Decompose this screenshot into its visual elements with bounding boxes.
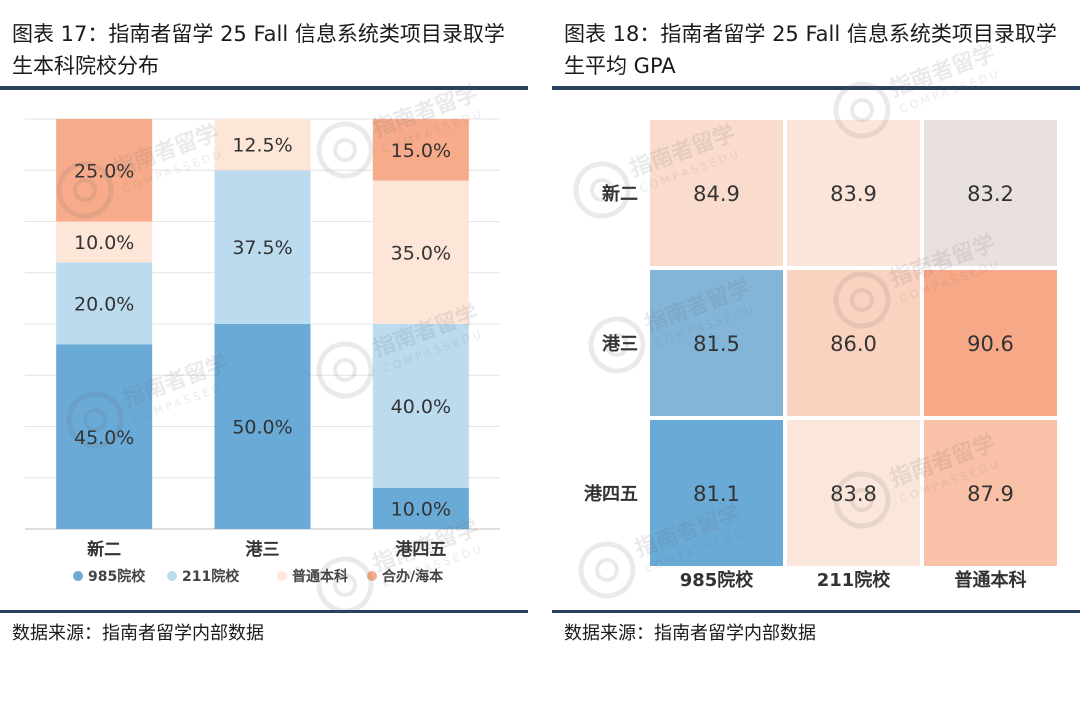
legend-label: 普通本科 [292,568,348,585]
x-tick-label: 港四五 [395,539,446,560]
cell-value: 81.5 [693,332,740,356]
heatmap-cell [650,270,783,416]
legend-label: 985院校 [88,568,146,585]
source-rule [0,610,528,613]
heatmap-cell [650,420,783,566]
bar-segment [372,119,469,181]
watermark-logo-icon [573,161,631,219]
watermark-logo-icon [316,556,374,614]
bar-segment [56,344,153,529]
heatmap-cell [787,120,920,266]
cell-value: 83.8 [830,482,877,506]
heatmap-chart: 新二 84.9 83.9 83.2 港三 81.5 86.0 90.6 港四五 81.1 83.8 8… [573,40,1057,599]
watermark-logo-inner [333,138,357,162]
data-label: 12.5% [232,135,292,157]
bar-segment [214,119,311,171]
cell-value: 83.9 [830,182,877,206]
legend-marker [73,571,83,581]
watermark-logo-icon [316,121,374,179]
cell-value: 86.0 [830,332,877,356]
heatmap-cell [787,420,920,566]
row-label: 港四五 [584,484,638,505]
cell-value: 81.1 [693,482,740,506]
watermark-logo-inner [590,178,614,202]
watermark-logo-inner [605,333,629,357]
watermark-logo-inner [850,488,874,512]
data-label: 45.0% [74,427,134,449]
heatmap-cell [650,120,783,266]
data-label: 25.0% [74,160,134,182]
data-label: 15.0% [391,140,451,162]
watermark-logo-inner [333,358,357,382]
watermark-logo-inner [73,178,97,202]
watermark-logo-inner [83,408,107,432]
bar-segment [56,221,153,263]
watermark-logo-icon [833,81,891,139]
x-tick-label: 港三 [246,539,280,560]
cell-value: 83.2 [967,182,1014,206]
cell-value: 90.6 [967,332,1014,356]
watermark-logo-icon [833,271,891,329]
data-label: 20.0% [74,294,134,316]
heatmap-cell [924,270,1057,416]
bar-segment [372,488,469,529]
watermark-logo-icon [316,341,374,399]
chart-18-title: 图表 18：指南者留学 25 Fall 信息系统类项目录取学生平均 GPA [564,22,1057,78]
title-rule [0,86,528,90]
watermark-logo-inner [850,98,874,122]
bar-segment [56,119,153,222]
row-label: 新二 [602,183,638,205]
x-tick-label: 新二 [87,539,121,560]
watermark-logo-inner [850,288,874,312]
chart-18-source: 数据来源：指南者留学内部数据 [564,623,816,644]
watermark-logo-inner [595,558,619,582]
bar-segment [56,262,153,345]
data-label: 40.0% [391,396,451,418]
legend-marker [167,571,177,581]
column-label: 211院校 [817,569,892,591]
data-label: 10.0% [74,232,134,254]
cell-value: 87.9 [967,482,1014,506]
bar-segment [214,170,311,324]
watermark-logo-icon [588,316,646,374]
chart-17-title: 图表 17：指南者留学 25 Fall 信息系统类项目录取学生本科院校分布 [12,22,505,78]
bar-segment [372,180,469,324]
watermark-logo-icon [66,391,124,449]
stacked-bar-chart: 45.0% 20.0% 10.0% 25.0% 新二 50.0% 37.5% 12.5% 港三 1… [25,80,500,614]
chart-17-source: 数据来源：指南者留学内部数据 [12,623,264,644]
column-label: 985院校 [680,569,755,591]
column-label: 普通本科 [955,569,1027,591]
watermark-logo-icon [833,471,891,529]
heatmap-cell [924,120,1057,266]
data-label: 37.5% [232,237,292,259]
source-rule [552,610,1080,613]
row-label: 港三 [602,334,638,355]
legend-label: 211院校 [182,568,240,585]
bar-segment [372,324,469,488]
legend-marker [277,571,287,581]
watermark-logo-icon [578,541,636,599]
data-label: 35.0% [391,242,451,264]
watermark-logo-icon [56,161,114,219]
title-rule [552,86,1080,90]
legend-marker [367,571,377,581]
cell-value: 84.9 [693,182,740,206]
heatmap-cell [787,270,920,416]
data-label: 10.0% [391,499,451,521]
bar-segment [214,324,311,529]
heatmap-cell [924,420,1057,566]
legend-label: 合办/海本 [382,568,444,585]
watermark-logo-inner [333,573,357,597]
data-label: 50.0% [232,417,292,439]
